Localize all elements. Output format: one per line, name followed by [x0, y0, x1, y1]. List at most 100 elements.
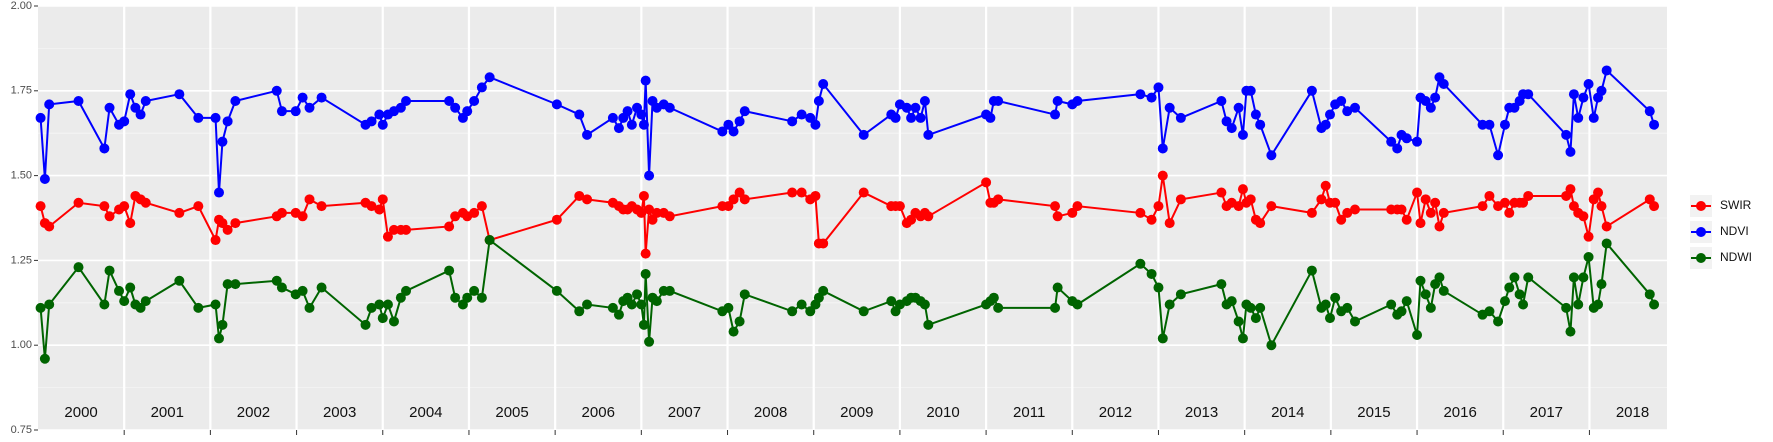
data-point [1175, 289, 1186, 300]
data-point [551, 285, 562, 296]
data-point [1420, 95, 1431, 106]
data-point [193, 302, 204, 313]
data-point [1644, 289, 1655, 300]
data-point [728, 326, 739, 337]
data-point [582, 129, 593, 140]
data-point [1266, 150, 1277, 161]
data-point [377, 313, 388, 324]
data-point [1430, 197, 1441, 208]
data-point [401, 224, 412, 235]
data-point [450, 211, 461, 222]
data-point [1596, 279, 1607, 290]
data-point [638, 190, 649, 201]
legend-label: NDWI [1720, 250, 1752, 264]
data-point [858, 306, 869, 317]
data-point [469, 207, 480, 218]
year-label: 2015 [1357, 404, 1390, 421]
data-point [1430, 92, 1441, 103]
data-point [130, 102, 141, 113]
data-point [734, 187, 745, 198]
data-point [787, 187, 798, 198]
data-point [1396, 306, 1407, 317]
year-label: 2001 [151, 404, 184, 421]
data-point [810, 119, 821, 130]
data-point [388, 316, 399, 327]
data-point [1324, 313, 1335, 324]
data-point [1216, 95, 1227, 106]
data-point [35, 201, 46, 212]
data-point [1565, 146, 1576, 157]
data-point [1250, 313, 1261, 324]
data-point [222, 116, 233, 127]
data-point [374, 299, 385, 310]
data-point [1342, 302, 1353, 313]
year-label: 2013 [1185, 404, 1218, 421]
year-label: 2005 [495, 404, 528, 421]
data-point [858, 129, 869, 140]
data-point [1320, 299, 1331, 310]
data-point [214, 187, 224, 198]
data-point [796, 299, 807, 310]
year-label: 2004 [409, 404, 442, 421]
data-point [1153, 201, 1164, 212]
data-point [210, 235, 221, 246]
data-point [734, 116, 745, 127]
data-point [119, 296, 130, 307]
data-point [1596, 85, 1607, 96]
year-label: 2018 [1616, 404, 1649, 421]
data-point [1578, 272, 1589, 283]
data-point [906, 112, 917, 123]
data-point [276, 207, 287, 218]
data-point [1484, 306, 1495, 317]
data-point [217, 319, 228, 330]
data-point [444, 265, 455, 276]
data-point [919, 95, 930, 106]
data-point [222, 224, 233, 235]
data-point [1306, 207, 1317, 218]
data-point [104, 102, 115, 113]
data-point [915, 112, 926, 123]
data-point [297, 211, 308, 222]
data-point [374, 109, 385, 120]
data-point [1146, 92, 1157, 103]
data-point [985, 112, 996, 123]
data-point [1425, 207, 1436, 218]
year-label: 2010 [926, 404, 959, 421]
data-point [1266, 340, 1277, 351]
data-point [1233, 316, 1244, 327]
legend-label: SWIR [1720, 198, 1752, 212]
data-point [316, 282, 327, 293]
data-point [388, 224, 399, 235]
data-point [640, 248, 651, 259]
data-point [1573, 112, 1584, 123]
data-point [1561, 302, 1572, 313]
data-point [297, 92, 308, 103]
data-point [1434, 272, 1445, 283]
data-point [1336, 95, 1347, 106]
data-point [401, 285, 412, 296]
data-point [217, 136, 228, 147]
data-point [35, 112, 46, 123]
data-point [1316, 194, 1327, 205]
data-point [304, 194, 315, 205]
data-point [796, 187, 807, 198]
data-point [44, 299, 55, 310]
data-point [1306, 265, 1317, 276]
data-point [1146, 214, 1157, 225]
data-point [739, 194, 750, 205]
data-point [1233, 201, 1244, 212]
data-point [193, 112, 204, 123]
data-point [73, 262, 84, 273]
data-point [1649, 299, 1660, 310]
data-point [382, 231, 393, 242]
data-point [1266, 201, 1277, 212]
data-point [1342, 207, 1353, 218]
data-point [640, 75, 651, 86]
y-tick-label: 1.50 [11, 170, 32, 182]
data-point [1330, 292, 1341, 303]
data-point [1499, 197, 1510, 208]
data-point [1477, 201, 1488, 212]
data-point [1146, 268, 1157, 279]
data-point [551, 214, 562, 225]
data-point [1561, 129, 1572, 140]
